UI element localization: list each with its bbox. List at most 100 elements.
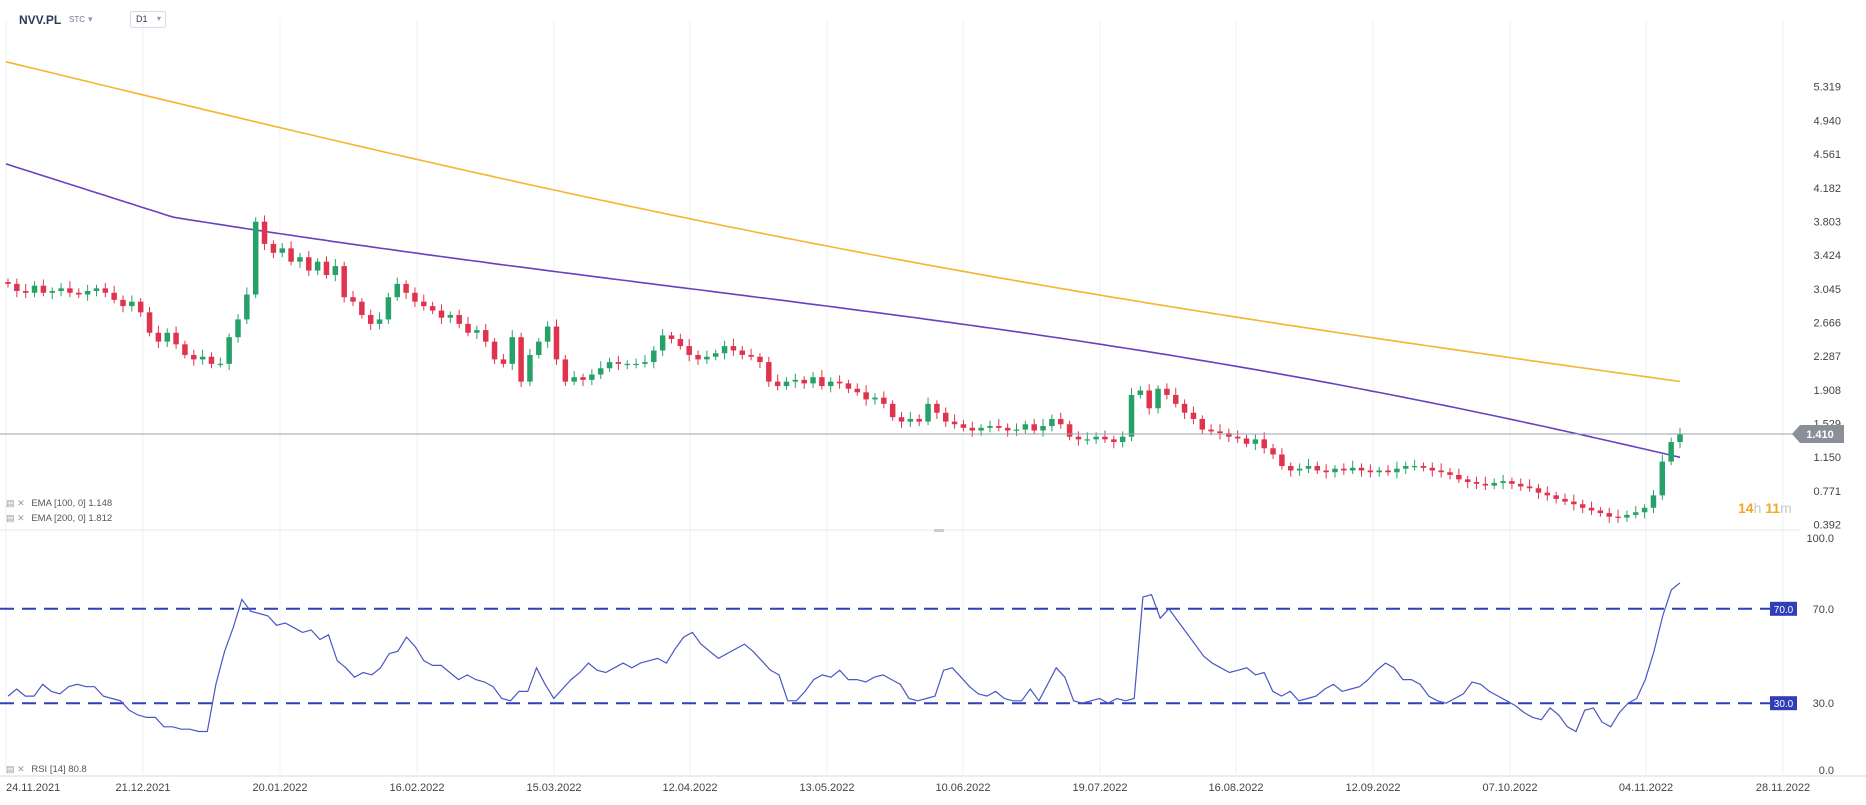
candle-body <box>1500 481 1506 483</box>
candle-body <box>881 397 887 404</box>
candle-body <box>766 362 772 382</box>
candle-body <box>686 346 692 355</box>
candle-body <box>1314 466 1321 471</box>
ema100-line <box>5 163 1681 459</box>
candle-body <box>1473 482 1480 484</box>
rsi-level-tag <box>1770 696 1797 711</box>
candle-body <box>244 294 250 320</box>
candle-body <box>1049 418 1055 427</box>
price-tick-label: 0.392 <box>1813 519 1841 531</box>
candle-body <box>987 426 993 428</box>
candle-body <box>279 248 285 253</box>
candle-body <box>589 374 595 380</box>
symbol-label[interactable]: NVV.PL <box>19 13 62 27</box>
candle-body <box>1633 512 1639 515</box>
candle-body <box>226 337 232 364</box>
pane-resize-handle[interactable] <box>934 529 944 532</box>
candle-body <box>199 356 206 360</box>
candle-body <box>1385 470 1391 473</box>
candle-body <box>1279 454 1285 467</box>
candle-body <box>1358 467 1365 471</box>
candle-body <box>314 261 321 271</box>
candle-body <box>288 248 294 262</box>
candle-body <box>1190 412 1197 419</box>
candle-body <box>1305 466 1312 469</box>
price-tick-label: 1.150 <box>1813 452 1841 464</box>
candle-body <box>1411 466 1418 468</box>
price-tick-label: 0.771 <box>1813 486 1841 498</box>
candle-body <box>757 356 763 363</box>
candle-body <box>792 379 799 382</box>
candle-body <box>819 377 825 387</box>
date-tick-label: 28.11.2022 <box>1756 782 1810 794</box>
candle-body <box>1323 470 1329 473</box>
candle-body <box>898 417 905 422</box>
chevron-down-icon[interactable]: ▾ <box>88 14 93 24</box>
countdown-hours: 14 <box>1738 500 1754 516</box>
rsi-label: RSI [14] 80.8 <box>31 764 87 775</box>
price-tick-label: 4.561 <box>1813 149 1841 161</box>
ema200-label: EMA [200, 0] 1.812 <box>31 513 113 524</box>
price-tick-label: 3.045 <box>1813 284 1841 296</box>
candle-body <box>1518 483 1524 487</box>
candle-body <box>14 283 20 291</box>
candle-body <box>111 292 117 300</box>
ema100-legend[interactable]: ▤ ✕ EMA [100, 0] 1.148 <box>6 498 112 509</box>
settings-icon[interactable]: ▤ <box>6 498 15 508</box>
candle-body <box>465 323 471 333</box>
candle-body <box>1261 439 1267 449</box>
candle-body <box>1544 492 1551 496</box>
candle-body <box>509 337 515 364</box>
rsi-level-tag <box>1770 601 1797 616</box>
ema200-legend[interactable]: ▤ ✕ EMA [200, 0] 1.812 <box>6 513 112 524</box>
candle-body <box>580 377 586 380</box>
candle-body <box>1659 461 1666 496</box>
candle-body <box>651 350 657 363</box>
candle-body <box>270 243 277 253</box>
candle-body <box>872 397 878 400</box>
candle-body <box>482 330 489 342</box>
candle-body <box>1296 468 1303 471</box>
candle-body <box>1509 481 1515 484</box>
candle-body <box>1394 468 1400 473</box>
candle-body <box>1615 516 1621 518</box>
candle-body <box>969 427 976 431</box>
date-tick-label: 10.06.2022 <box>935 782 990 794</box>
instrument-type-label[interactable]: STC <box>69 15 85 24</box>
price-tick-label: 3.803 <box>1813 216 1841 228</box>
candle-body <box>367 314 374 324</box>
close-icon[interactable]: ✕ <box>17 764 25 774</box>
candle-body <box>553 326 560 360</box>
candle-body <box>695 354 701 360</box>
candle-body <box>1208 429 1214 432</box>
rsi-level-label: 70.0 <box>1774 605 1794 616</box>
candle-body <box>474 330 480 333</box>
candle-body <box>438 310 445 318</box>
candle-body <box>1137 390 1144 395</box>
candle-body <box>1349 467 1356 471</box>
candle-body <box>1226 433 1232 437</box>
settings-icon[interactable]: ▤ <box>6 513 15 523</box>
candle-body <box>491 341 498 360</box>
candle-body <box>774 381 781 387</box>
current-price-label: 1.410 <box>1806 429 1834 441</box>
candle-body <box>1491 482 1497 486</box>
candle-body <box>323 261 330 276</box>
candle-body <box>1199 418 1206 430</box>
candle-body <box>1526 486 1533 489</box>
candle-body <box>1597 510 1604 514</box>
timeframe-select[interactable]: D1 ▾ <box>130 11 166 28</box>
candle-body <box>1438 470 1444 473</box>
settings-icon[interactable]: ▤ <box>6 764 15 774</box>
close-icon[interactable]: ✕ <box>17 498 25 508</box>
rsi-legend[interactable]: ▤ ✕ RSI [14] 80.8 <box>6 764 87 775</box>
candle-body <box>1535 488 1542 493</box>
candle-body <box>1288 466 1294 471</box>
candle-body <box>102 288 109 293</box>
close-icon[interactable]: ✕ <box>17 513 25 523</box>
candle-body <box>1447 472 1453 475</box>
candle-body <box>1367 470 1374 473</box>
candle-body <box>659 335 666 351</box>
ema200-line <box>5 61 1681 383</box>
